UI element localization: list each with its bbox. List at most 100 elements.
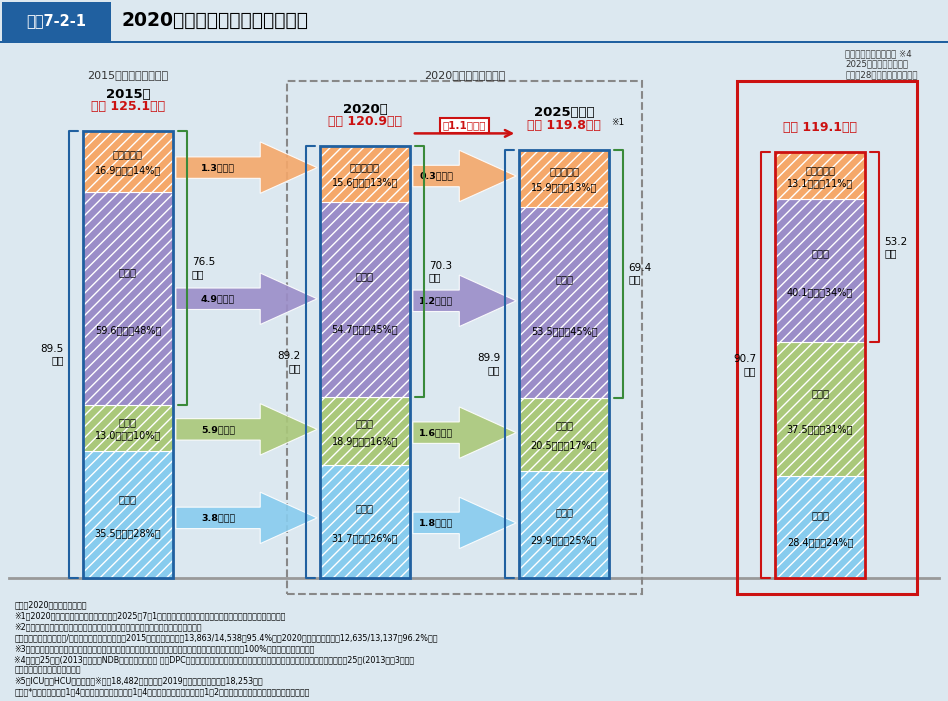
Bar [83, 451, 173, 578]
Text: 2020年: 2020年 [342, 102, 388, 116]
Text: 慢性期: 慢性期 [356, 503, 374, 512]
Text: 2015年度病床機能報告: 2015年度病床機能報告 [87, 71, 169, 81]
Text: 15.6万床（13%）: 15.6万床（13%） [332, 177, 398, 187]
Text: 13.1万床（11%）: 13.1万床（11%） [787, 178, 853, 188]
Text: 1.6万床増: 1.6万床増 [419, 428, 453, 437]
Text: 59.6万床（48%）: 59.6万床（48%） [95, 325, 161, 335]
Text: 13.0万床（10%）: 13.0万床（10%） [95, 430, 161, 440]
Text: 急性期: 急性期 [556, 274, 573, 285]
Text: ※2：対象医療機関数及び報告率が異なることから、年度間比較を行う際は留意が必要: ※2：対象医療機関数及び報告率が異なることから、年度間比較を行う際は留意が必要 [14, 622, 202, 632]
Bar [738, 81, 918, 594]
Text: 高度急性期: 高度急性期 [805, 165, 835, 175]
Polygon shape [176, 404, 317, 455]
Bar [83, 191, 173, 404]
Text: （報告医療機関数/対象医療機関数（報告率）2015年病床機能報告：13,863/14,538（95.4%）、2020年病床機能報告：12,635/13,137（: （報告医療機関数/対象医療機関数（報告率）2015年病床機能報告：13,863/… [14, 633, 438, 642]
Text: 約1.1万床減: 約1.1万床減 [443, 121, 486, 130]
Text: 回復期: 回復期 [556, 421, 573, 430]
Text: 地域医療構想における ※4
2025年の病床の必要量
（平成28年度末時点の推計）: 地域医療構想における ※4 2025年の病床の必要量 （平成28年度末時点の推計… [846, 49, 918, 79]
Text: 2025年見込: 2025年見込 [534, 107, 594, 119]
Polygon shape [176, 492, 317, 543]
Bar [0, 41, 948, 43]
Polygon shape [412, 150, 516, 202]
Text: 慢性期: 慢性期 [119, 494, 137, 504]
Text: 出典：2020年度病床機能報告: 出典：2020年度病床機能報告 [14, 601, 86, 610]
Text: 89.2
万床: 89.2 万床 [278, 351, 301, 373]
Bar [319, 146, 410, 202]
Bar [519, 150, 609, 207]
Text: 合計 125.1万床: 合計 125.1万床 [91, 100, 165, 114]
Text: 図表7-2-1: 図表7-2-1 [26, 13, 86, 28]
Text: 回復期: 回復期 [119, 417, 137, 428]
Bar [319, 202, 410, 397]
Bar [2, 1, 111, 42]
Text: 3.8万床減: 3.8万床減 [201, 513, 235, 522]
Text: 69.4
万床: 69.4 万床 [628, 263, 651, 285]
Text: 回復期: 回復期 [811, 388, 829, 398]
Text: 推計）」等を用いて推計: 推計）」等を用いて推計 [14, 666, 81, 675]
Bar [775, 199, 865, 342]
Text: 54.7万床（45%）: 54.7万床（45%） [332, 324, 398, 334]
Text: 回復期: 回復期 [356, 418, 374, 428]
Bar [83, 131, 173, 578]
Text: ※1：2020年度病床機能報告において、「2025年7月1日時点における病床の機能の予定」として報告された病床数: ※1：2020年度病床機能報告において、「2025年7月1日時点における病床の機… [14, 611, 285, 620]
Text: 合計 120.9万床: 合計 120.9万床 [328, 115, 402, 128]
Text: ※1: ※1 [611, 118, 625, 127]
Text: 89.5
万床: 89.5 万床 [41, 343, 64, 365]
Text: 76.5
万床: 76.5 万床 [191, 257, 215, 279]
Polygon shape [176, 142, 317, 193]
Text: 53.2
万床: 53.2 万床 [884, 236, 907, 258]
Bar [519, 150, 609, 578]
Polygon shape [176, 273, 317, 325]
Polygon shape [412, 407, 516, 458]
Bar [775, 342, 865, 477]
Bar [519, 207, 609, 398]
Text: 15.9万床（13%）: 15.9万床（13%） [531, 182, 597, 192]
Bar [319, 397, 410, 465]
Bar [319, 465, 410, 578]
Text: 慢性期: 慢性期 [556, 507, 573, 517]
Polygon shape [412, 497, 516, 549]
Text: 合計 119.1万床: 合計 119.1万床 [783, 121, 857, 135]
Text: 53.5万床（45%）: 53.5万床（45%） [531, 326, 597, 336]
Text: 急性期: 急性期 [119, 268, 137, 278]
Text: 高度急性期: 高度急性期 [350, 162, 380, 172]
Text: 5.9万床増: 5.9万床増 [201, 425, 235, 434]
Text: ※5：ICU及びHCUの病床数（※）：18,482床（参考　2019年度病床機能報告：18,253床）: ※5：ICU及びHCUの病床数（※）：18,482床（参考 2019年度病床機能… [14, 676, 263, 686]
Text: 37.5万床（31%）: 37.5万床（31%） [787, 425, 853, 435]
Bar [319, 146, 410, 578]
Text: 2015年: 2015年 [105, 88, 151, 101]
Text: 2020年度病床機能報告: 2020年度病床機能報告 [424, 71, 505, 81]
Polygon shape [412, 275, 516, 327]
Text: 慢性期: 慢性期 [811, 510, 829, 520]
Text: *救命救急入院料1～4、特定集中治療室管理料1～4、ハイケアユニット管理料1・2のいずれかの届出を行っている届出病床数: *救命救急入院料1～4、特定集中治療室管理料1～4、ハイケアユニット管理料1・2… [14, 688, 309, 696]
Text: 急性期: 急性期 [811, 249, 829, 259]
Bar [83, 131, 173, 191]
Text: 16.9万床（14%）: 16.9万床（14%） [95, 165, 161, 175]
Text: 急性期: 急性期 [356, 271, 374, 281]
Text: 合計 119.8万床: 合計 119.8万床 [527, 119, 601, 132]
Text: 1.3万床減: 1.3万床減 [201, 163, 235, 172]
Bar [519, 471, 609, 578]
Text: 2020年度病床機能報告について: 2020年度病床機能報告について [121, 11, 308, 30]
Text: 70.3
万床: 70.3 万床 [428, 261, 452, 283]
Text: 35.5万床（28%）: 35.5万床（28%） [95, 529, 161, 538]
Text: 0.3万床増: 0.3万床増 [419, 172, 453, 181]
Bar [83, 404, 173, 451]
Text: 29.9万床（25%）: 29.9万床（25%） [531, 536, 597, 545]
Text: 1.8万床減: 1.8万床減 [419, 518, 453, 527]
Text: 4.9万床減: 4.9万床減 [201, 294, 235, 304]
Text: 高度急性期: 高度急性期 [113, 149, 143, 159]
Text: 18.9万床（16%）: 18.9万床（16%） [332, 436, 398, 446]
Bar [286, 81, 642, 594]
Bar [775, 152, 865, 578]
Text: ※3：端数処理をしているため、病床数の合計値が合わない場合や、機能ごとの病床数の割合を合計しても100%にならない場合がある: ※3：端数処理をしているため、病床数の合計値が合わない場合や、機能ごとの病床数の… [14, 644, 315, 653]
Text: 28.4万床（24%）: 28.4万床（24%） [787, 538, 853, 547]
Text: 89.9
万床: 89.9 万床 [477, 353, 501, 374]
Text: 40.1万床（34%）: 40.1万床（34%） [787, 287, 853, 297]
Text: 31.7万床（26%）: 31.7万床（26%） [332, 533, 398, 543]
Text: ※4：平成25年度(2013年度）のNDBのレセプトデータ 及びDPCデータ、国立社会保障・人口問題研究所「日本の地域別将来推計人口（平成25年(2013年）3: ※4：平成25年度(2013年度）のNDBのレセプトデータ 及びDPCデータ、国… [14, 655, 414, 664]
Text: 20.5万床（17%）: 20.5万床（17%） [531, 440, 597, 451]
Text: 高度急性期: 高度急性期 [549, 166, 579, 177]
Text: 1.2万床減: 1.2万床減 [419, 297, 453, 306]
Bar [519, 398, 609, 471]
